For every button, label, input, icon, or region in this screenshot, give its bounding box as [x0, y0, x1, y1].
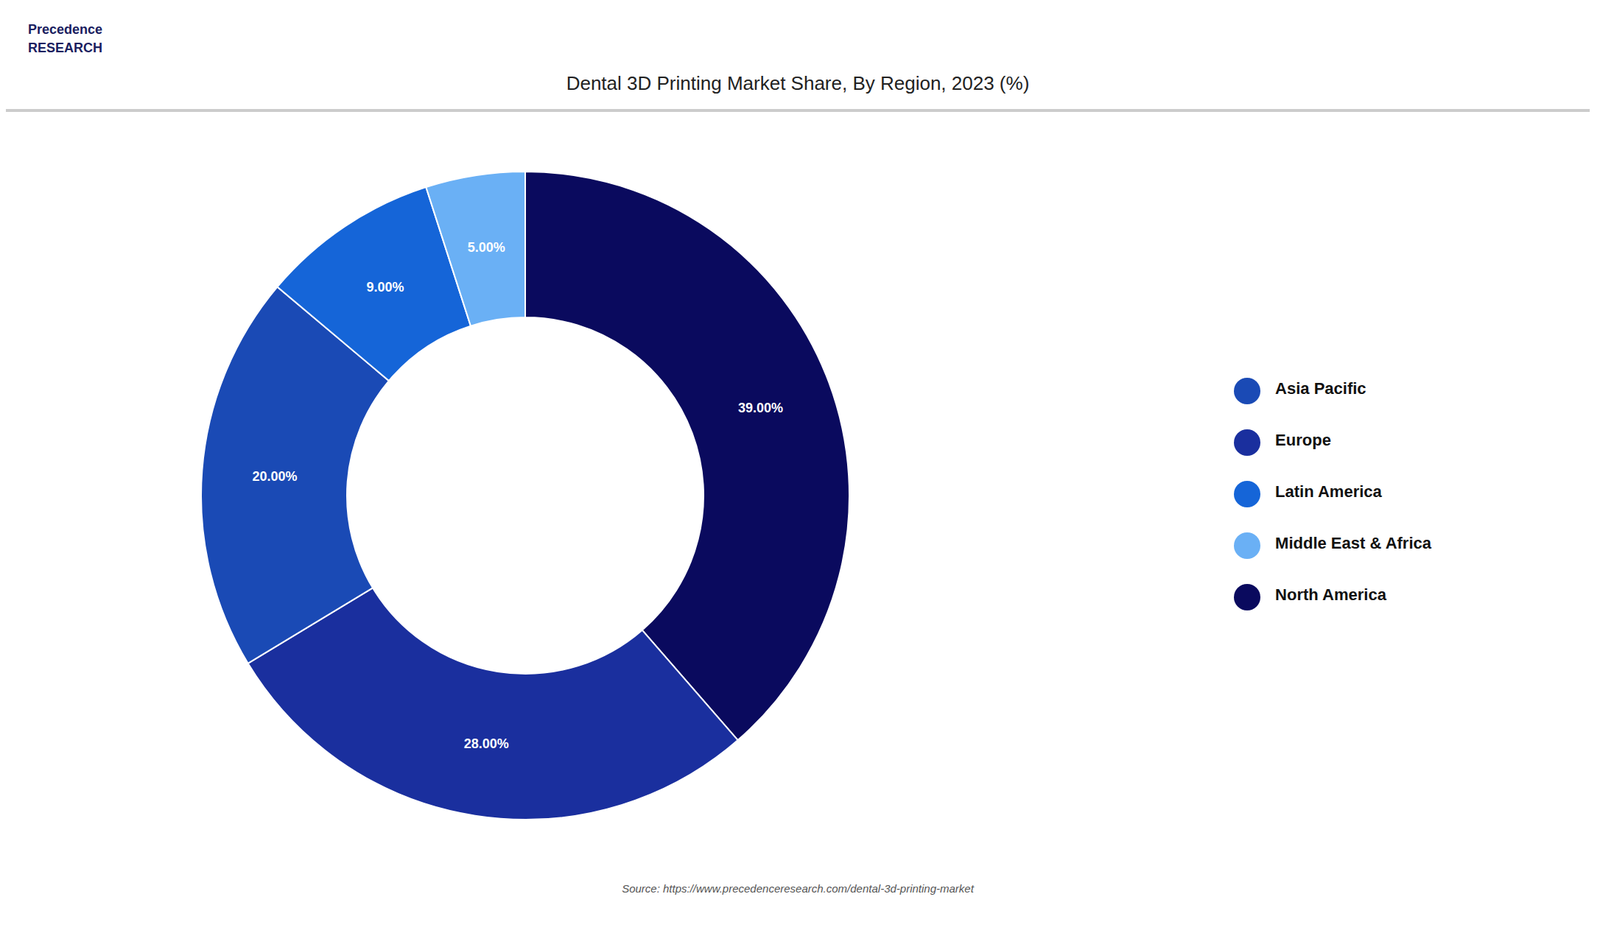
html-text:Precedence: Precedence [27, 22, 103, 37]
html-text:North America: North America [1275, 585, 1387, 605]
svg-text:20.00%: 20.00% [251, 469, 297, 484]
html-text:RESEARCH: RESEARCH [27, 40, 103, 56]
svg-text:39.00%: 39.00% [738, 400, 784, 416]
svg-text:28.00%: 28.00% [464, 736, 510, 752]
svg-text:9.00%: 9.00% [366, 279, 404, 295]
html-text:Dental 3D Printing Market Shar: Dental 3D Printing Market Share, By Regi… [566, 72, 1030, 95]
html-text:Source: https://www.precedence: Source: https://www.precedenceresearch.c… [621, 882, 974, 896]
html-text:Middle East & Africa: Middle East & Africa [1275, 534, 1432, 553]
svg-text:5.00%: 5.00% [467, 240, 506, 255]
html-text:Asia Pacific: Asia Pacific [1275, 379, 1367, 398]
html-text:Europe: Europe [1275, 430, 1332, 450]
html-text:Latin America: Latin America [1275, 482, 1382, 501]
